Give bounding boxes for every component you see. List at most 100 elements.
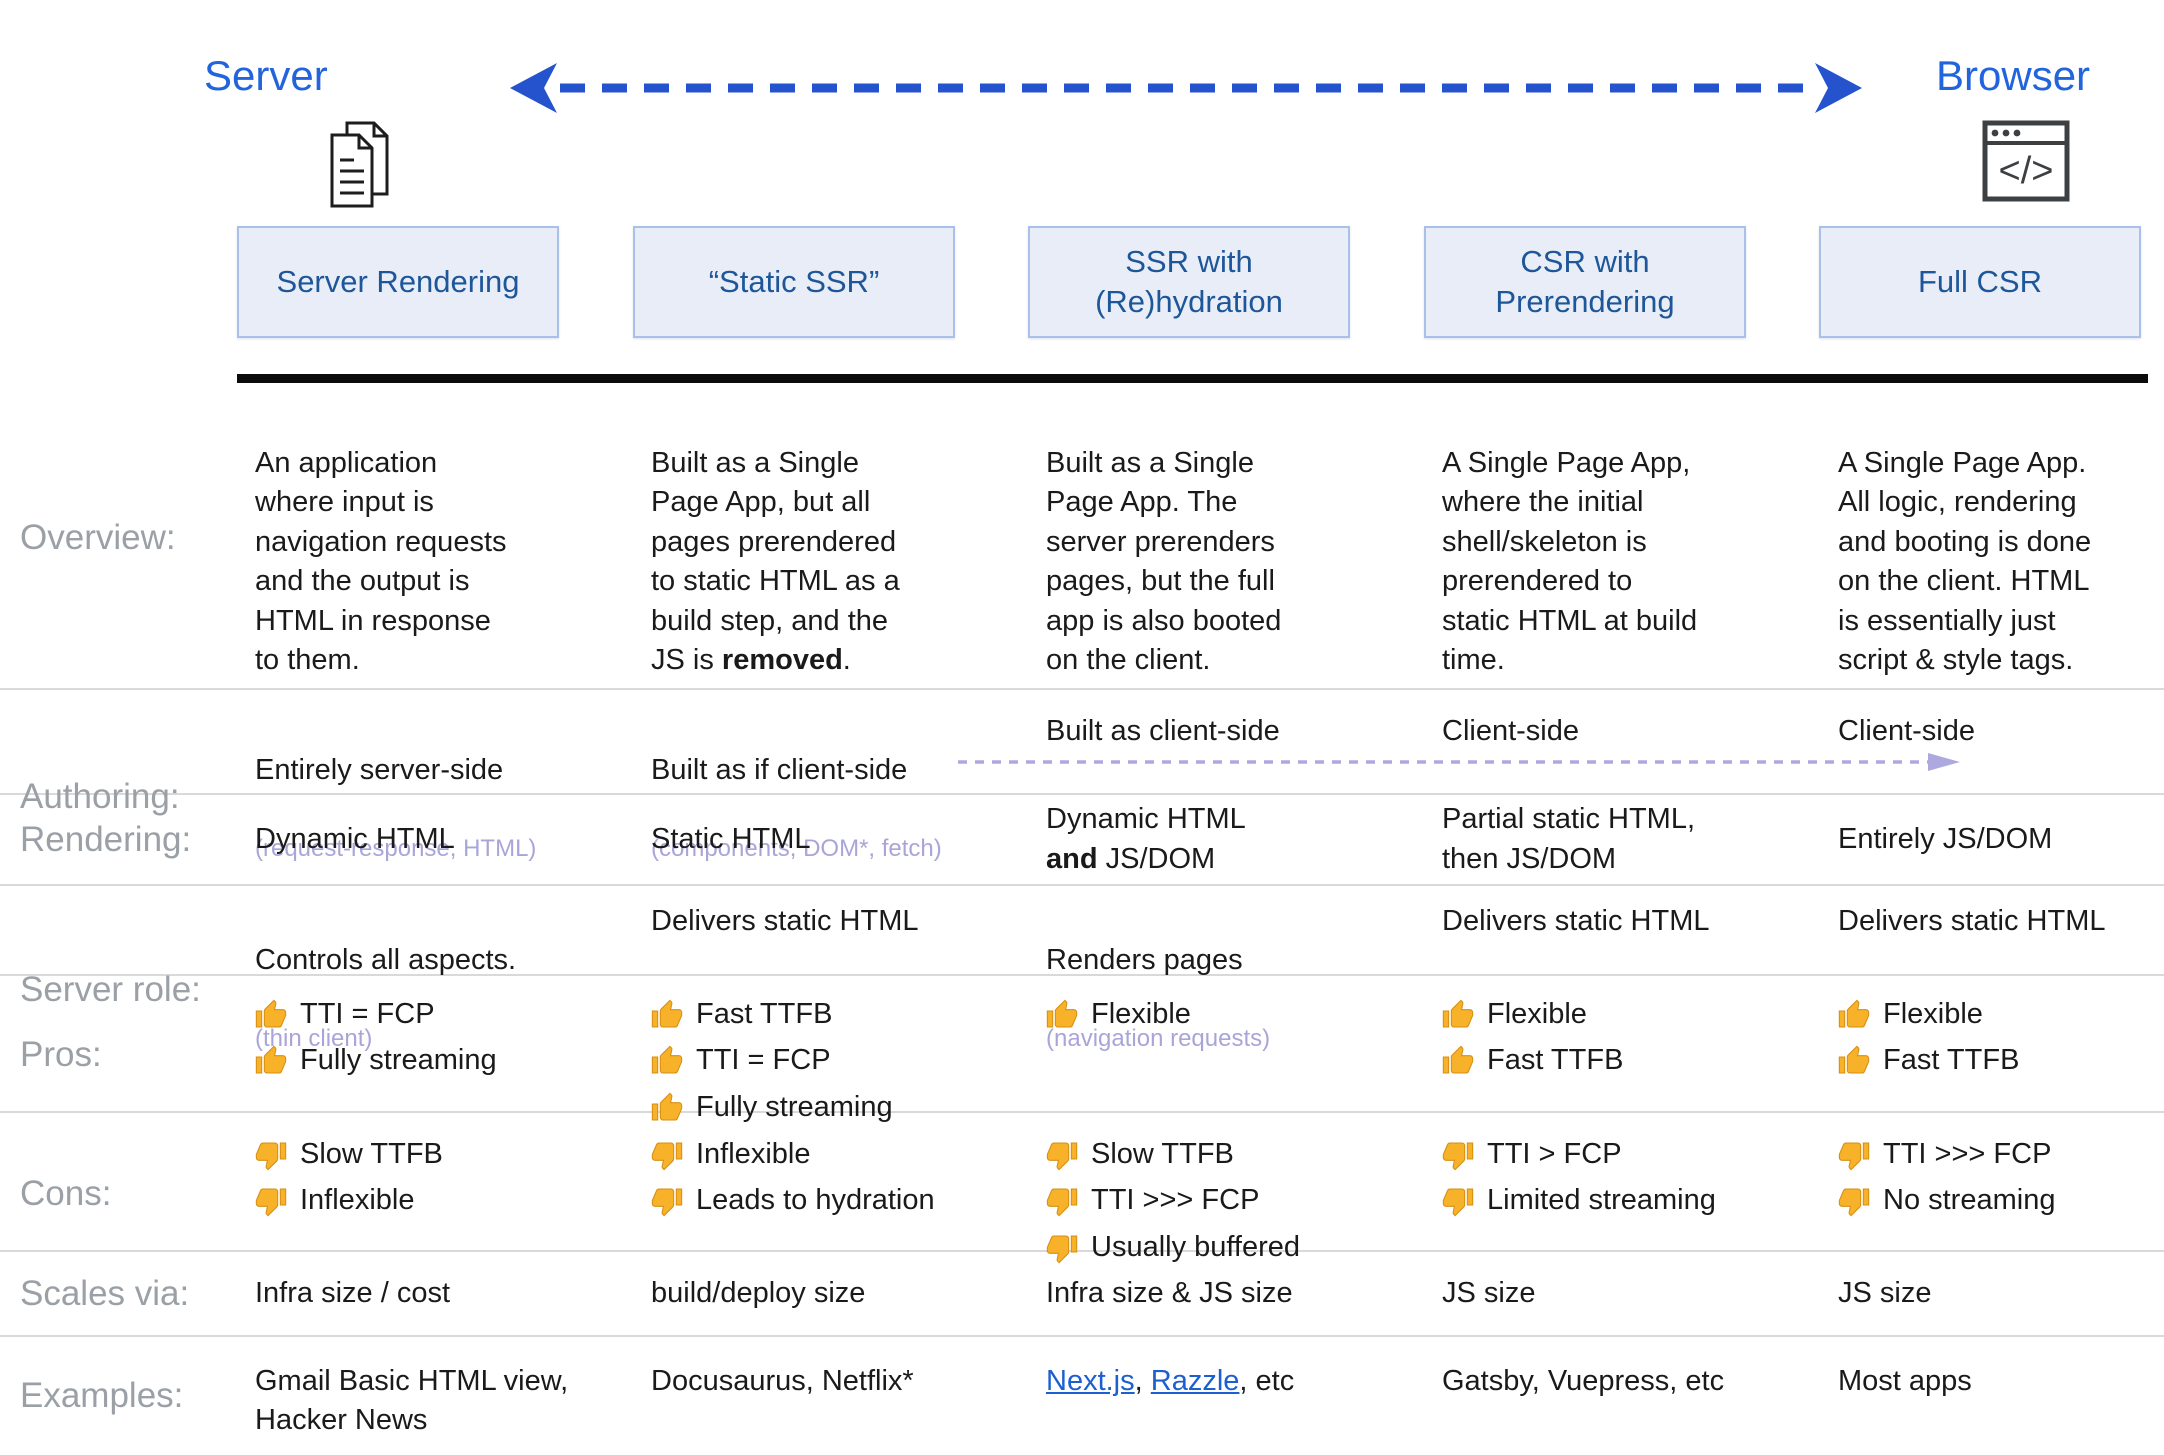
cons-row: Cons: Slow TTFB Inflexible Inflexible Le… xyxy=(0,1113,2164,1264)
pros-row: Pros: TTI = FCP Fully streaming Fast TTF… xyxy=(0,976,2164,1123)
comparison-table: Overview: An application where input is … xyxy=(0,388,2164,1455)
feature-line: Usually buffered xyxy=(1046,1228,1387,1267)
feature-line: TTI > FCP xyxy=(1442,1135,1783,1174)
thumbs-up-icon xyxy=(651,1045,683,1074)
header-divider-bar xyxy=(237,374,2148,383)
thumbs-up-icon xyxy=(651,999,683,1028)
authoring-row: Authoring: Entirely server-side (request… xyxy=(0,690,2164,862)
feature-text: TTI >>> FCP xyxy=(1091,1184,1260,1217)
feature-text: Flexible xyxy=(1883,998,1983,1030)
feature-line: TTI >>> FCP xyxy=(1838,1135,2109,1174)
feature-text: Slow TTFB xyxy=(300,1138,443,1170)
thumbs-up-icon xyxy=(1442,999,1474,1028)
svg-text:</>: </> xyxy=(1999,150,2054,192)
feature-line: Inflexible xyxy=(651,1135,991,1174)
razzle-link[interactable]: Razzle xyxy=(1150,1365,1240,1397)
pros-cell: Fast TTFB TTI = FCP Fully streaming xyxy=(651,976,1046,1134)
pros-cell: Flexible Fast TTFB xyxy=(1838,976,2164,1134)
authoring-cell: Built as client-side xyxy=(1046,715,1280,747)
feature-line: No streaming xyxy=(1838,1181,2109,1220)
scales-via-cell: Infra size / cost xyxy=(255,1276,451,1309)
thumbs-up-icon xyxy=(1046,999,1078,1028)
pros-cell: Flexible Fast TTFB xyxy=(1442,976,1838,1134)
server-role-cell: Controls all aspects. (thin client) xyxy=(255,886,651,1094)
thumbs-down-icon xyxy=(1046,1188,1078,1217)
thumbs-up-icon xyxy=(1838,1045,1870,1074)
examples-row: Examples: Gmail Basic HTML view, Hacker … xyxy=(0,1337,2164,1455)
feature-text: Inflexible xyxy=(696,1138,811,1170)
overview-row-label: Overview: xyxy=(20,518,176,557)
cons-row-label: Cons: xyxy=(20,1173,112,1213)
rendering-cell: Dynamic HTML xyxy=(255,822,455,855)
rendering-cell: Partial static HTML, then JS/DOM xyxy=(1442,803,1695,875)
overview-row: Overview: An application where input is … xyxy=(0,388,2164,690)
cons-cell: Inflexible Leads to hydration xyxy=(651,1113,1046,1274)
cons-cell: Slow TTFB TTI >>> FCP Usually buffered xyxy=(1046,1113,1442,1274)
feature-text: TTI > FCP xyxy=(1487,1138,1622,1170)
feature-text: Inflexible xyxy=(300,1184,415,1217)
rendering-row: Rendering: Dynamic HTML Static HTML Dyna… xyxy=(0,795,2164,886)
authoring-row-label: Authoring: xyxy=(20,776,180,816)
feature-line: Flexible xyxy=(1442,995,1783,1034)
feature-text: Fast TTFB xyxy=(1883,1044,2020,1077)
thumbs-down-icon xyxy=(255,1142,287,1171)
authoring-subtext: (request-response, HTML) xyxy=(255,835,537,863)
feature-line: TTI = FCP xyxy=(651,1041,991,1080)
examples-cell: Most apps xyxy=(1838,1365,1972,1397)
text-part: . xyxy=(842,644,851,677)
thumbs-down-icon xyxy=(651,1188,683,1217)
server-role-cell: Delivers static HTML xyxy=(1442,905,1710,937)
cons-cell: Slow TTFB Inflexible xyxy=(255,1113,651,1274)
server-role-row: Server role: Controls all aspects. (thin… xyxy=(0,886,2164,1052)
feature-line: TTI >>> FCP xyxy=(1046,1181,1387,1220)
authoring-text: Built as if client-side xyxy=(651,754,908,787)
feature-text: Usually buffered xyxy=(1091,1230,1301,1263)
pros-cell: TTI = FCP Fully streaming xyxy=(255,976,651,1134)
thumbs-up-icon xyxy=(1838,999,1870,1028)
feature-line: Fast TTFB xyxy=(1838,1041,2109,1080)
text-part: removed xyxy=(721,644,843,677)
scales-via-cell: Infra size & JS size xyxy=(1046,1276,1293,1309)
text-part: , etc xyxy=(1239,1365,1295,1397)
rendering-row-label: Rendering: xyxy=(20,819,192,859)
feature-line: Limited streaming xyxy=(1442,1181,1783,1220)
overview-cell: A Single Page App. All logic, rendering … xyxy=(1838,447,2092,677)
feature-line: Fully streaming xyxy=(255,1041,596,1080)
overview-cell: An application where input is navigation… xyxy=(255,447,507,677)
authoring-subtext: (components, DOM*, fetch) xyxy=(651,835,942,863)
scales-via-row: Scales via: Infra size / cost build/depl… xyxy=(0,1252,2164,1337)
nextjs-link[interactable]: Next.js xyxy=(1046,1365,1135,1397)
cons-cell: TTI > FCP Limited streaming xyxy=(1442,1113,1838,1274)
feature-line: Flexible xyxy=(1046,995,1387,1034)
overview-cell: Built as a Single Page App, but all page… xyxy=(651,388,1046,688)
text-part: , xyxy=(1134,1365,1151,1397)
examples-row-label: Examples: xyxy=(20,1376,184,1415)
feature-line: Fully streaming xyxy=(651,1088,991,1127)
authoring-cell: Client-side xyxy=(1442,715,1579,747)
thumbs-up-icon xyxy=(255,1045,287,1074)
feature-text: Slow TTFB xyxy=(1091,1138,1234,1170)
client-side-trend-arrow xyxy=(958,753,1960,771)
column-header-server-rendering: Server Rendering xyxy=(237,226,559,338)
thumbs-down-icon xyxy=(1442,1188,1474,1217)
feature-text: TTI = FCP xyxy=(696,1044,831,1077)
documents-icon xyxy=(330,121,389,208)
pros-row-label: Pros: xyxy=(20,1035,102,1075)
feature-text: Flexible xyxy=(1091,998,1191,1030)
examples-cell: Gmail Basic HTML view, Hacker News xyxy=(255,1365,569,1437)
thumbs-down-icon xyxy=(1442,1142,1474,1171)
thumbs-down-icon xyxy=(1838,1142,1870,1171)
text-part: JS/DOM xyxy=(1097,842,1216,875)
feature-line: Fast TTFB xyxy=(1442,1041,1783,1080)
text-part: and xyxy=(1046,842,1098,875)
thumbs-up-icon xyxy=(255,999,287,1028)
feature-line: Slow TTFB xyxy=(255,1135,596,1174)
server-role-cell: Delivers static HTML xyxy=(651,905,919,937)
server-role-cell: Renders pages (navigation requests) xyxy=(1046,886,1442,1094)
thumbs-down-icon xyxy=(1838,1188,1870,1217)
feature-text: Leads to hydration xyxy=(696,1184,935,1217)
cons-cell: TTI >>> FCP No streaming xyxy=(1838,1113,2164,1274)
rendering-cell: Static HTML xyxy=(651,822,811,855)
scales-via-row-label: Scales via: xyxy=(20,1273,190,1313)
